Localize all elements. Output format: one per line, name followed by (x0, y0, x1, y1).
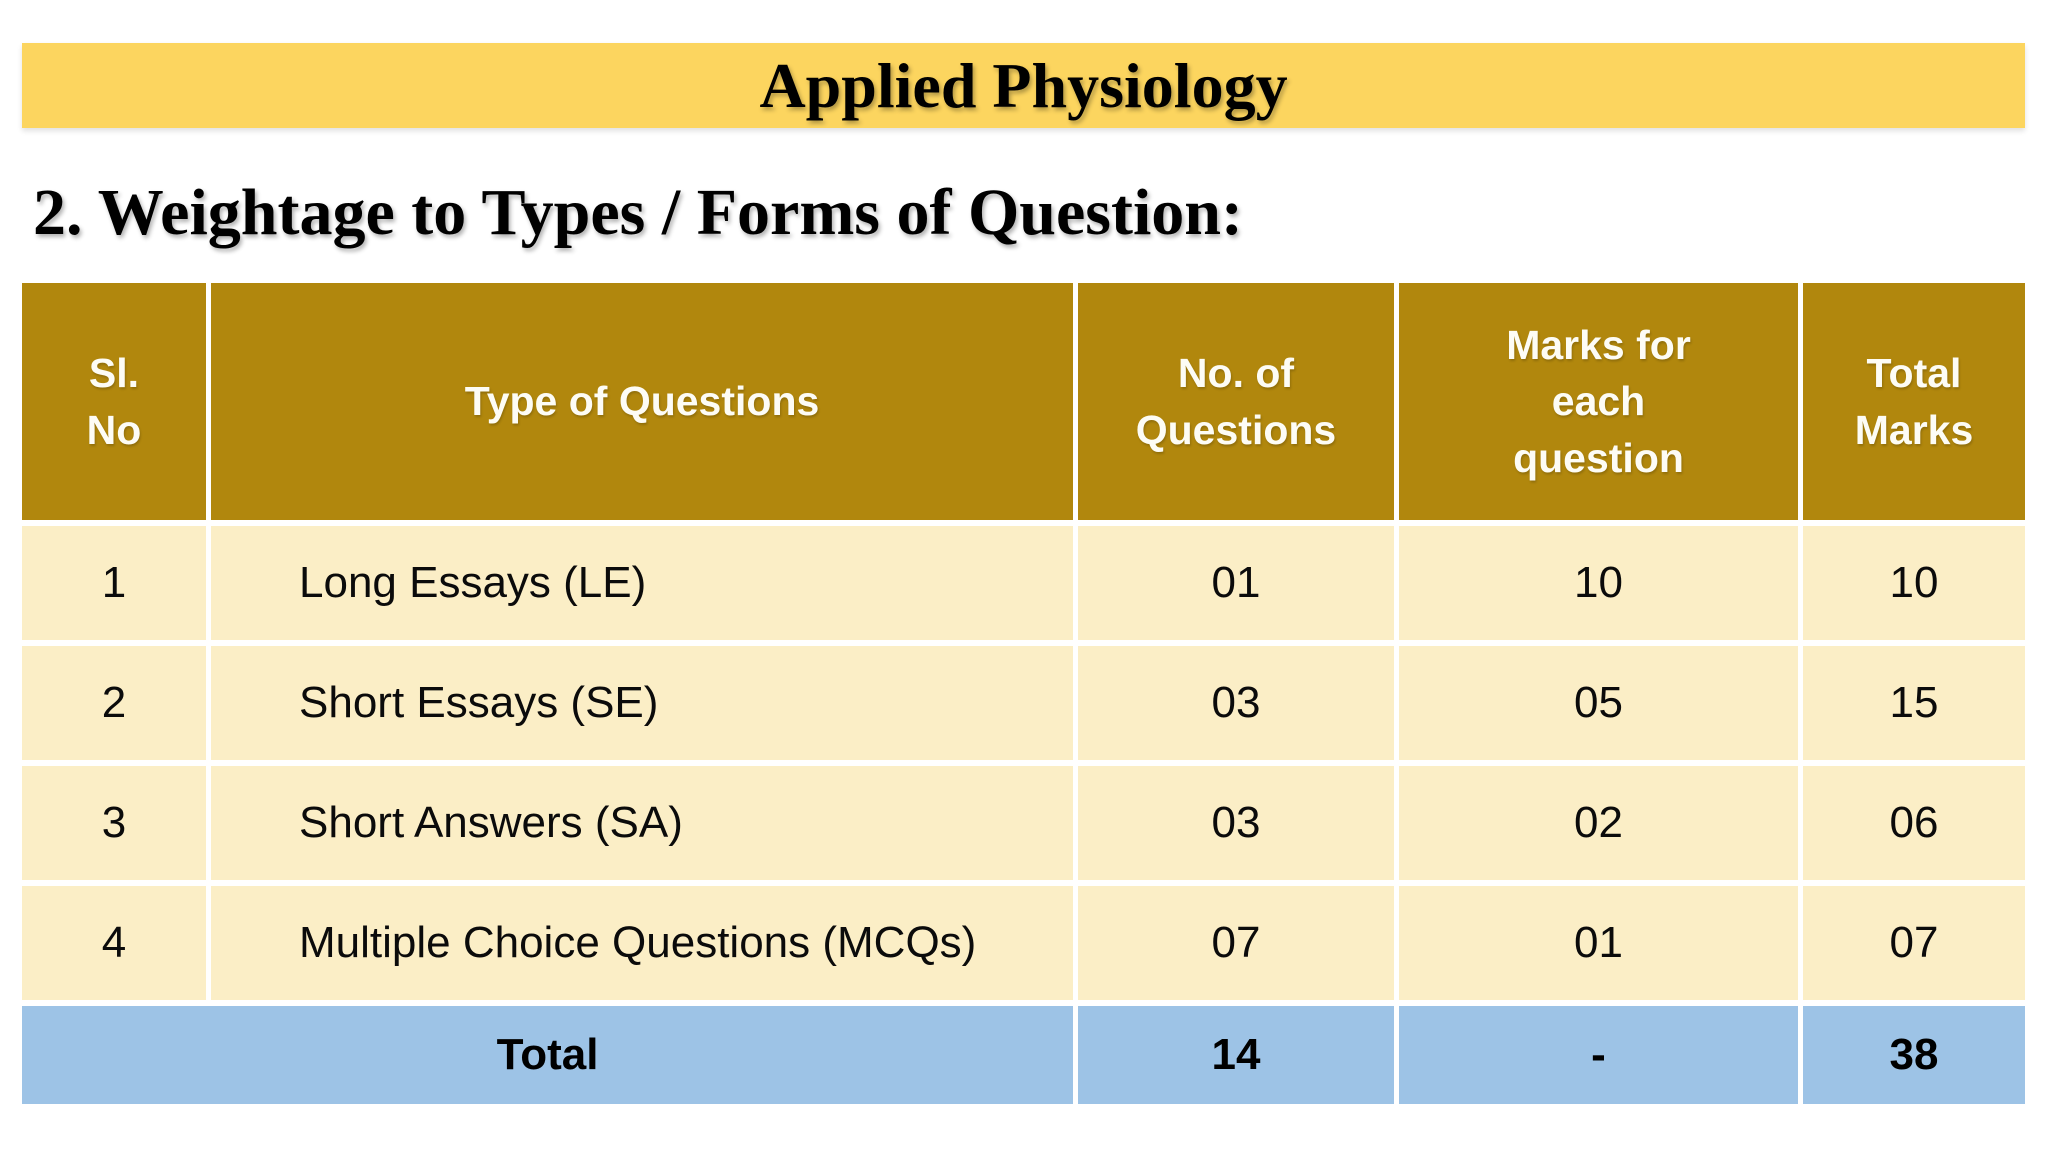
cell-sl-no: 2 (22, 646, 206, 760)
total-num-questions: 14 (1078, 1006, 1394, 1104)
column-header-type: Type of Questions (211, 283, 1073, 520)
column-header-marks-each: Marks for each question (1399, 283, 1798, 520)
cell-total-marks: 07 (1803, 886, 2025, 1000)
cell-question-type: Short Essays (SE) (211, 646, 1073, 760)
cell-total-marks: 06 (1803, 766, 2025, 880)
cell-question-type: Short Answers (SA) (211, 766, 1073, 880)
section-heading: 2. Weightage to Types / Forms of Questio… (33, 176, 1243, 249)
total-marks-value: 38 (1803, 1006, 2025, 1104)
cell-num-questions: 07 (1078, 886, 1394, 1000)
cell-question-type: Multiple Choice Questions (MCQs) (211, 886, 1073, 1000)
cell-sl-no: 1 (22, 526, 206, 640)
cell-marks-each: 02 (1399, 766, 1798, 880)
column-header-sl-no: Sl. No (22, 283, 206, 520)
slide-title: Applied Physiology (759, 49, 1288, 121)
total-marks-dash: - (1399, 1006, 1798, 1104)
cell-num-questions: 03 (1078, 766, 1394, 880)
column-header-total-marks: Total Marks (1803, 283, 2025, 520)
cell-marks-each: 10 (1399, 526, 1798, 640)
cell-total-marks: 15 (1803, 646, 2025, 760)
cell-sl-no: 4 (22, 886, 206, 1000)
cell-marks-each: 05 (1399, 646, 1798, 760)
cell-num-questions: 01 (1078, 526, 1394, 640)
cell-num-questions: 03 (1078, 646, 1394, 760)
cell-marks-each: 01 (1399, 886, 1798, 1000)
title-banner: Applied Physiology (22, 43, 2025, 128)
cell-total-marks: 10 (1803, 526, 2025, 640)
total-label: Total (22, 1006, 1073, 1104)
column-header-num: No. of Questions (1078, 283, 1394, 520)
cell-sl-no: 3 (22, 766, 206, 880)
cell-question-type: Long Essays (LE) (211, 526, 1073, 640)
weightage-table: Sl. No Type of Questions No. of Question… (22, 283, 2025, 1104)
